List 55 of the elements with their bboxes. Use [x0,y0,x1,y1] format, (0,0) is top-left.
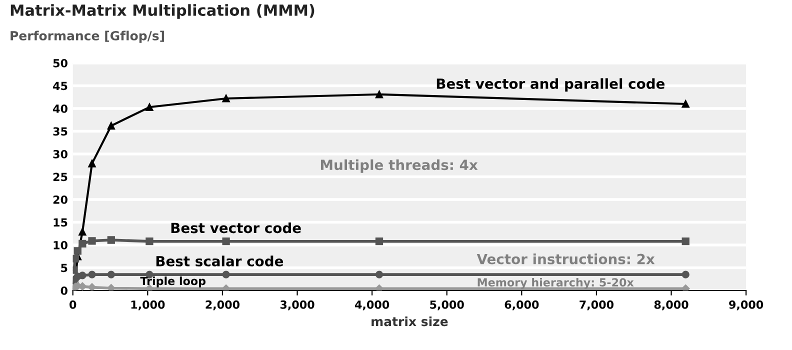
point [88,270,96,278]
y-tick-label: 50 [53,58,68,68]
y-tick-label: 10 [54,240,68,250]
x-tick-label: 7,000 [580,300,614,310]
annotation: Memory hierarchy: 5-20x [478,278,634,289]
x-tick-label: 0 [70,300,76,309]
series-label: Triple loop [140,276,206,288]
y-tick-label: 25 [53,172,68,182]
y-tick-label: 40 [53,104,68,113]
point [88,237,96,245]
series-label: Best scalar code [156,256,284,266]
y-tick-label: 20 [53,195,68,204]
point [78,272,86,280]
point [682,100,690,108]
point [375,270,384,278]
point [375,284,384,290]
point [107,122,115,130]
point [107,270,115,278]
point [222,238,230,246]
x-tick-label: 2,000 [206,300,240,310]
y-tick-label: 45 [53,82,68,90]
x-tick-label: 3,000 [280,300,314,310]
x-tick-label: 4,000 [354,300,390,310]
y-tick-label: 35 [53,127,68,136]
point [107,284,116,290]
point [72,254,80,262]
chart-subtitle: Performance [Gflop/s] [10,30,164,43]
x-tick-label: 5,000 [430,300,464,310]
point [78,228,86,236]
x-tick-label: 8,000 [654,300,688,310]
point [146,238,154,246]
y-tick-label: 5 [61,264,68,272]
point [375,238,384,246]
x-tick-label: 6,000 [504,300,539,310]
point [107,236,115,244]
x-axis-title: matrix size [372,316,448,326]
point [78,240,86,248]
point [88,160,96,168]
y-tick-label: 30 [53,150,68,158]
y-tick-label: 15 [54,218,68,227]
chart-title: Matrix-Matrix Multiplication (MMM) [10,4,314,19]
x-tick-label: 1,000 [131,300,165,310]
point [682,270,690,278]
series-label: Best vector code [171,222,301,234]
point [375,90,384,98]
point [146,103,154,111]
x-tick-label: 9,000 [729,300,764,310]
point [222,94,230,102]
point [222,270,230,278]
point [682,238,690,246]
annotation: Multiple threads: 4x [320,159,478,173]
series-label: Best vector and parallel code [436,78,665,92]
annotation: Vector instructions: 2x [476,254,655,264]
point [74,247,82,255]
y-tick-label: 0 [60,286,68,295]
